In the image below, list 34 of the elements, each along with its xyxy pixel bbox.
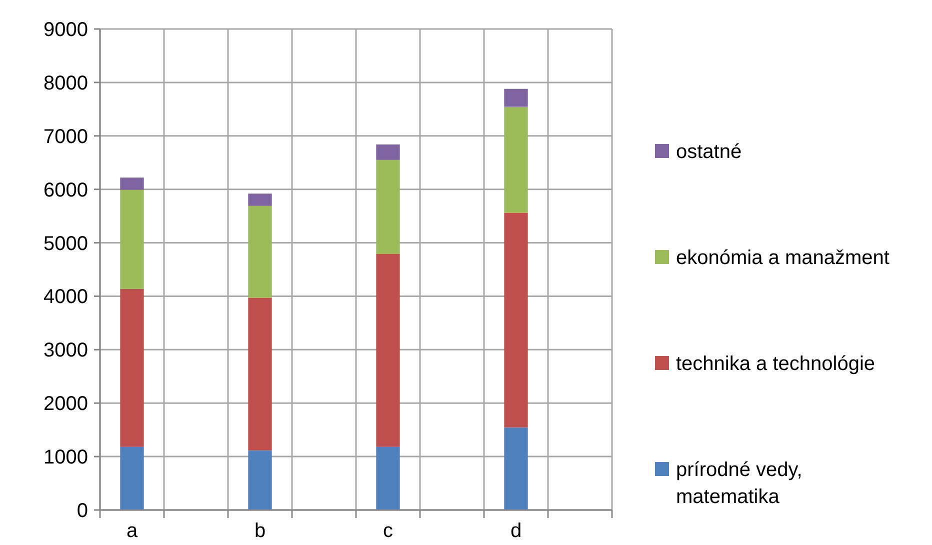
y-tick-label: 6000 [44, 179, 88, 202]
bar [376, 144, 400, 160]
bar [120, 178, 144, 190]
x-tick-label: b [254, 520, 266, 542]
bar [504, 106, 528, 213]
legend-label: technika a technológie [676, 353, 876, 375]
bar [376, 254, 400, 447]
bar [248, 194, 272, 206]
y-tick-label: 8000 [44, 72, 88, 94]
y-tick-label: 1000 [44, 446, 88, 469]
bar [120, 288, 144, 447]
x-tick-label: d [510, 520, 522, 542]
legend-label: ekonómia a manažment [676, 247, 890, 269]
bar [248, 450, 272, 510]
bar [504, 212, 528, 428]
y-tick-label: 7000 [44, 126, 88, 148]
bar [120, 190, 144, 289]
bar [248, 298, 272, 450]
y-tick-label: 2000 [44, 393, 88, 416]
bar [376, 160, 400, 254]
bar [248, 206, 272, 298]
y-tick-label: 3000 [44, 340, 88, 362]
y-tick-label: 5000 [44, 232, 88, 255]
bar [504, 427, 528, 510]
y-tick-label: 9000 [44, 19, 88, 41]
x-tick-label: a [126, 520, 138, 542]
bar [376, 446, 400, 510]
x-tick-label: c [383, 520, 393, 542]
y-tick-label: 0 [76, 500, 88, 522]
legend-label: ostatné [676, 141, 742, 163]
bar [504, 88, 528, 106]
y-tick-label: 4000 [44, 286, 88, 308]
bar [120, 446, 144, 510]
legend-label: prírodné vedy, matematika [676, 459, 802, 508]
